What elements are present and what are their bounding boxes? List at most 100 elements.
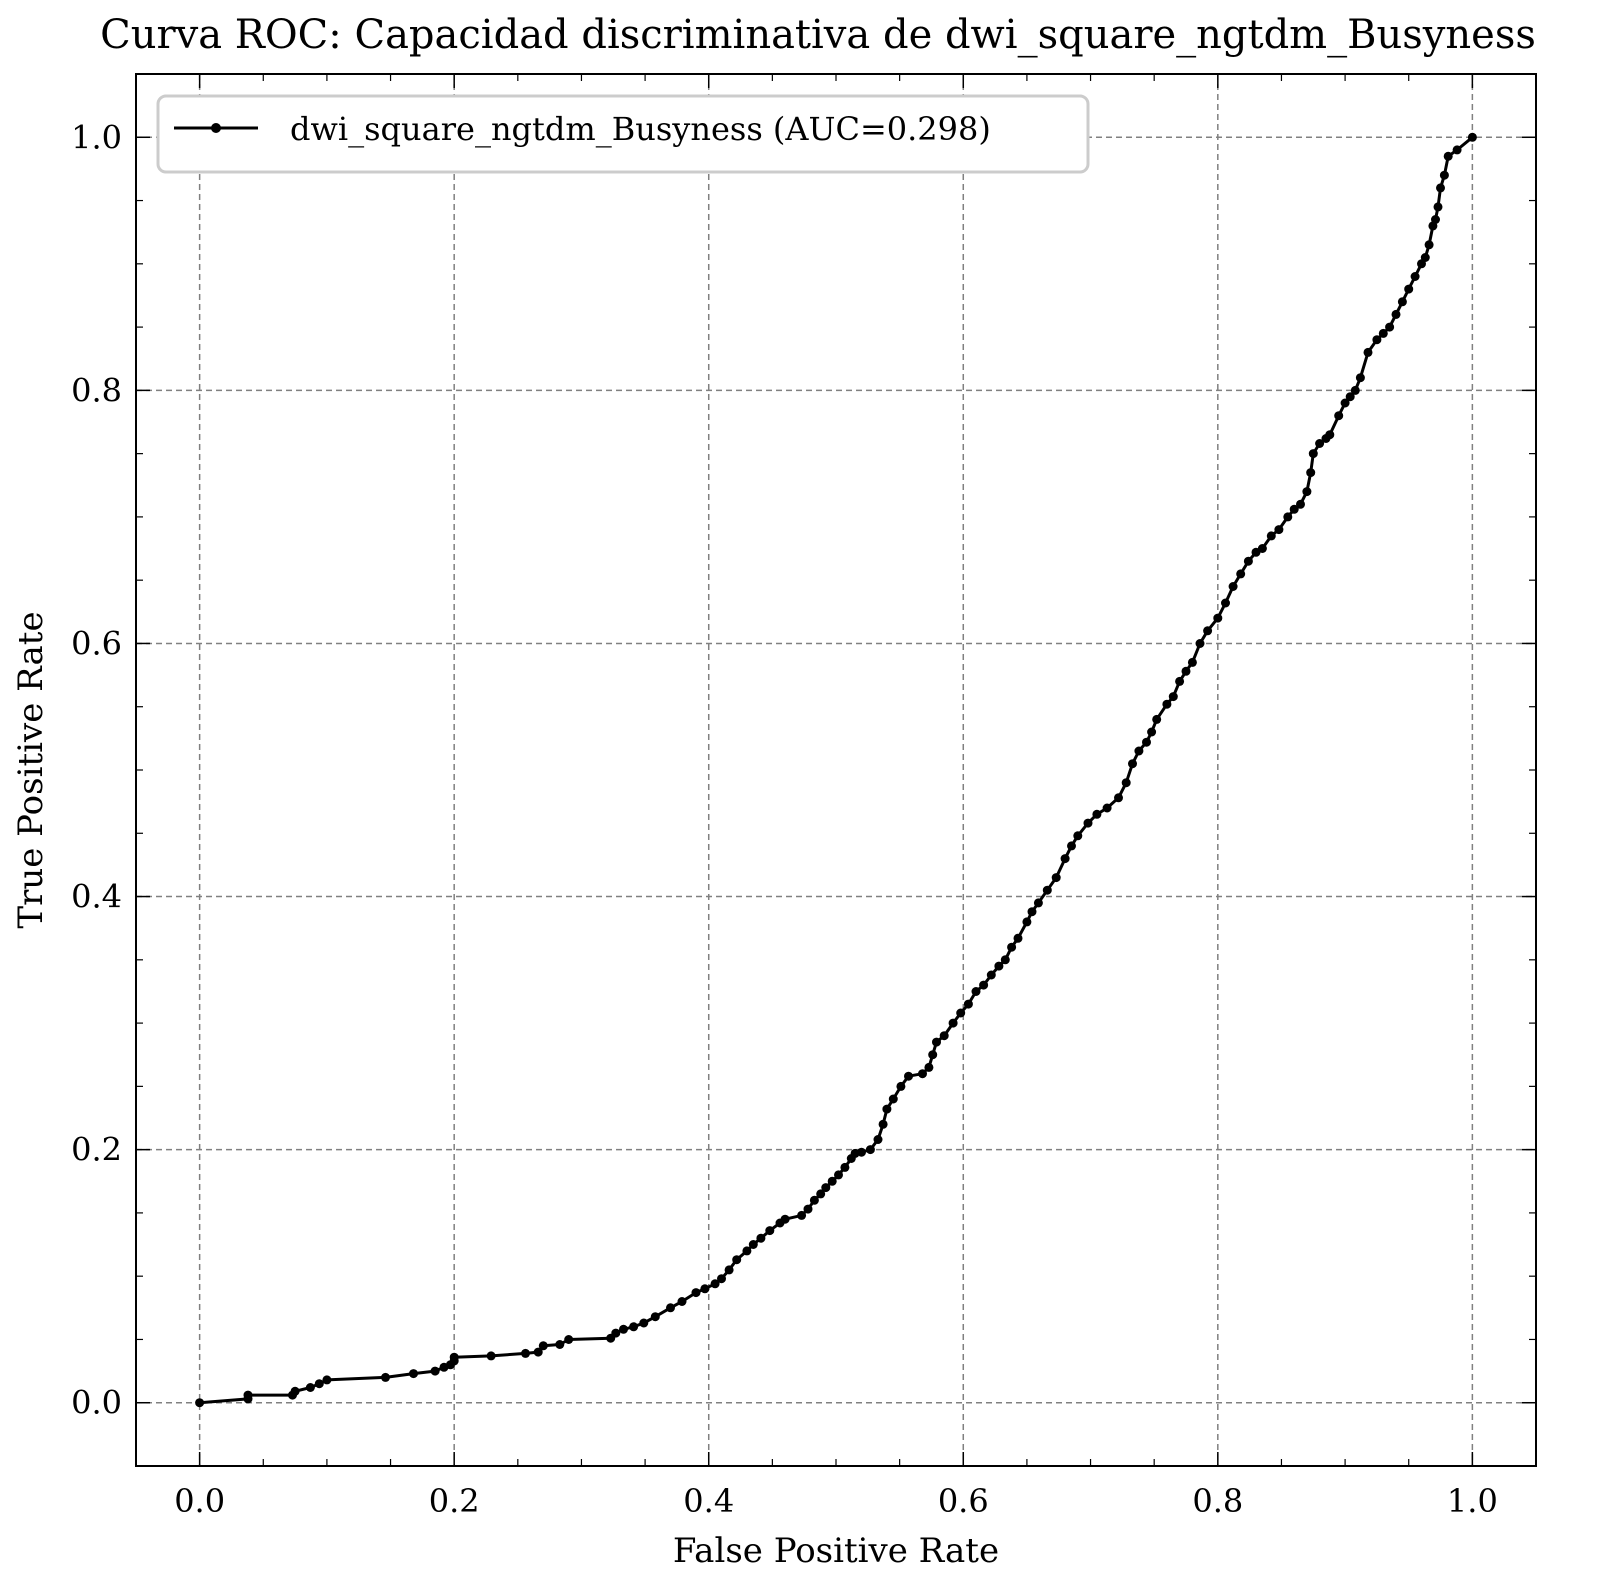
roc-point [803,1204,813,1214]
roc-point [1289,504,1299,514]
roc-point [932,1037,941,1047]
roc-point [1203,626,1213,636]
roc-point [1000,955,1010,965]
roc-point [1266,531,1276,541]
roc-point [1114,793,1123,803]
roc-point [1007,942,1017,952]
roc-point [882,1104,892,1114]
roc-point [904,1071,913,1081]
roc-point [986,970,996,980]
roc-point [691,1288,701,1298]
roc-point [611,1328,621,1338]
roc-point [756,1233,766,1243]
x-tick-label: 0.4 [683,1482,734,1520]
roc-point [748,1240,758,1249]
roc-point [430,1366,440,1376]
x-tick-label: 0.0 [174,1482,225,1520]
roc-point [290,1386,300,1396]
series-line-group [195,132,1477,1408]
roc-point [979,980,989,990]
roc-point [971,987,981,996]
roc-point [834,1170,843,1180]
roc-point [305,1383,315,1392]
roc-point [1385,322,1395,332]
roc-point [1345,392,1355,402]
y-axis-label: True Positive Rate [11,611,51,928]
roc-point [1162,699,1172,709]
roc-point [700,1284,710,1294]
roc-point [1410,272,1420,281]
roc-point [1436,183,1445,193]
roc-point [1175,676,1185,686]
roc-point [1296,499,1305,509]
roc-point [1243,556,1253,566]
roc-point [650,1312,660,1322]
roc-point [1221,598,1230,608]
roc-point [1340,398,1350,408]
roc-point [1033,898,1043,908]
roc-point [243,1390,253,1400]
roc-point [1152,714,1162,724]
roc-point [928,1050,938,1060]
roc-point [322,1375,332,1385]
roc-point [1092,809,1102,819]
roc-point [1431,215,1440,224]
roc-point [1142,737,1151,747]
roc-point [797,1210,807,1220]
roc-point [1334,411,1344,421]
roc-point [809,1195,819,1205]
plot-area-frame [135,73,1537,1467]
roc-point [1022,917,1032,927]
y-tick-label: 1.0 [71,118,122,156]
roc-point [780,1214,790,1224]
roc-point [1213,613,1223,623]
roc-point [948,1018,958,1028]
roc-point [865,1145,875,1155]
roc-point [924,1062,934,1072]
roc-point [1443,151,1453,161]
roc-point [1195,639,1205,648]
roc-point [1315,439,1325,448]
roc-point [1051,873,1061,883]
roc-point [1228,582,1238,591]
roc-point [896,1081,906,1091]
legend: dwi_square_ngtdm_Busyness (AUC=0.298) [156,94,1090,174]
roc-point [827,1176,837,1186]
roc-point [1372,335,1382,345]
roc-point [1274,525,1284,535]
legend-label: dwi_square_ngtdm_Busyness (AUC=0.298) [290,110,991,148]
roc-point [1433,202,1443,212]
x-tick-label: 0.2 [429,1482,480,1520]
roc-point [724,1265,734,1275]
legend-marker [211,123,221,133]
roc-point [857,1147,866,1157]
roc-point [195,1398,205,1408]
roc-point [1083,818,1093,828]
roc-point [677,1297,687,1306]
roc-point [629,1322,639,1332]
roc-point [1147,727,1157,737]
x-tick-label: 0.6 [938,1482,989,1520]
roc-point [1306,468,1316,478]
roc-point [1067,841,1076,851]
roc-point [1027,907,1037,917]
roc-point [381,1372,390,1382]
x-tick-label: 1.0 [1447,1482,1498,1520]
roc-point [1397,297,1407,307]
roc-point [1308,449,1318,459]
roc-point [956,1008,966,1018]
roc-point [1181,666,1191,676]
roc-point [878,1119,888,1129]
roc-point [1236,569,1246,579]
roc-point [564,1335,574,1344]
roc-point [314,1379,324,1389]
roc-point [1042,885,1052,895]
roc-point [533,1347,543,1357]
roc-point [1013,933,1023,943]
y-tick-label: 0.4 [71,878,122,916]
grid [136,74,1536,1466]
roc-point [1257,544,1267,553]
roc-point [717,1274,726,1284]
roc-point [1439,170,1449,180]
roc-curve-line [199,136,1474,1405]
